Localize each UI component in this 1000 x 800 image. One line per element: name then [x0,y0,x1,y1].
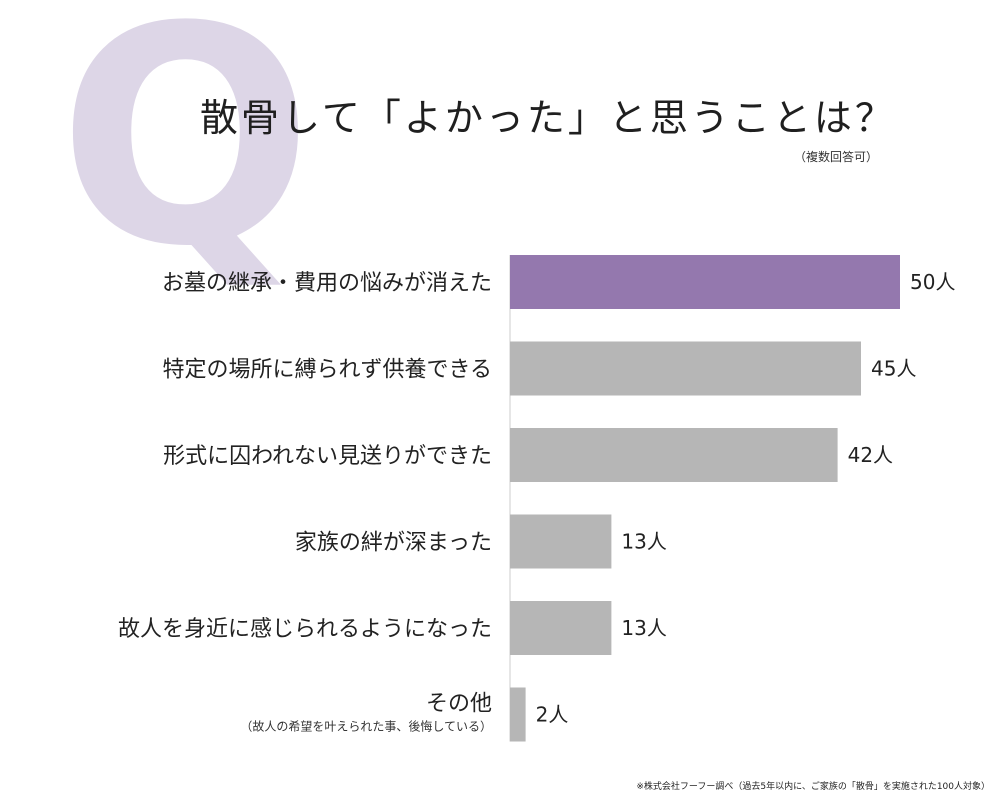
category-label-4: 故人を身近に感じられるようになった [118,617,492,642]
value-label-5: 2人 [536,703,569,727]
category-label-1: 特定の場所に縛られず供養できる [162,358,492,383]
category-label-2: 形式に囚われない見送りができた [163,444,492,469]
q-mark-decoration: Q [58,0,314,312]
value-label-2: 42人 [848,443,893,467]
bar-4 [510,601,612,655]
category-label-5: その他 [426,692,492,717]
page-subtitle: （複数回答可） [793,150,878,164]
value-label-4: 13人 [621,616,666,640]
bar-2 [510,428,838,482]
value-label-3: 13人 [621,530,666,554]
category-label-0: お墓の継承・費用の悩みが消えた [162,271,492,296]
value-label-0: 50人 [910,270,955,294]
bar-1 [510,341,861,396]
category-label-3: 家族の絆が深まった [295,531,492,556]
bar-5 [510,687,526,742]
category-note-5: （故人の希望を叶えられた事、後悔している） [240,719,492,734]
source-footnote: ※株式会社フーフー調べ（過去5年以内に、ご家族の「散骨」を実施された100人対象… [636,782,990,792]
bar-0 [510,255,900,309]
bar-3 [510,514,612,569]
page-title: 散骨して「よかった」と思うことは？ [200,96,896,140]
value-label-1: 45人 [871,357,916,381]
